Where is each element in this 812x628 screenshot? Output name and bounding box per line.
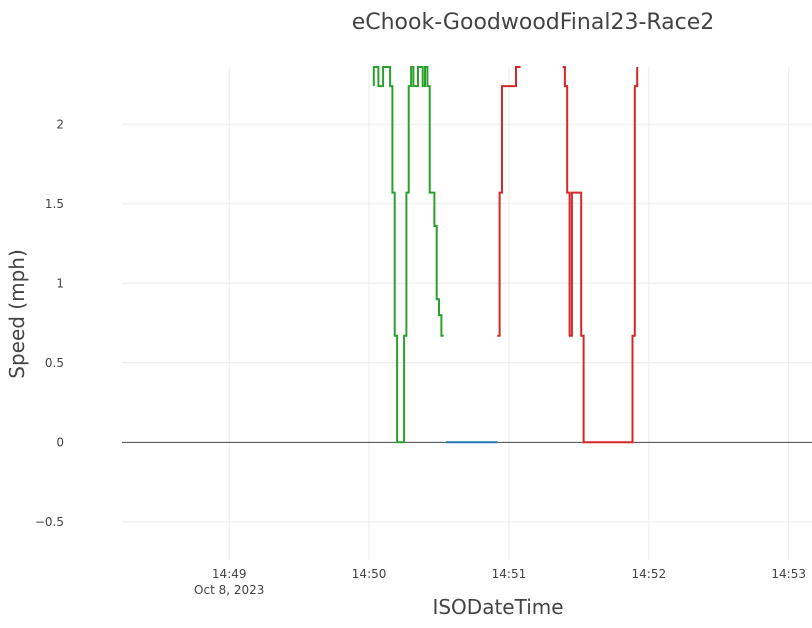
x-tick-label: 14:53 — [771, 567, 806, 581]
x-gridlines — [228, 67, 790, 560]
y-tick-label: 1.5 — [45, 197, 64, 211]
series-layer — [372, 66, 639, 444]
y-tick-label: 2 — [56, 117, 64, 131]
y-tick-label: 0 — [56, 435, 64, 449]
chart-title: eChook-GoodwoodFinal23-Race2 — [352, 10, 715, 35]
x-tick-label: 14:52 — [632, 567, 667, 581]
x-tick-label: 14:50 — [352, 567, 387, 581]
y-tick-label: 1 — [56, 276, 64, 290]
y-gridlines — [122, 123, 812, 523]
x-axis-label: ISODateTime — [432, 595, 563, 619]
y-tick-label: −0.5 — [35, 515, 64, 529]
y-tick-labels: −0.5 0 0.5 1 1.5 2 — [35, 117, 64, 529]
series-line-3 — [497, 66, 521, 337]
x-tick-sublabel: Oct 8, 2023 — [194, 583, 264, 597]
x-tick-label: 14:49 — [212, 567, 247, 581]
x-tick-labels: 14:49 Oct 8, 2023 14:50 14:51 14:52 14:53 — [194, 567, 806, 597]
x-tick-label: 14:51 — [492, 567, 527, 581]
y-tick-label: 0.5 — [45, 356, 64, 370]
series-line-1 — [372, 66, 444, 444]
y-axis-label: Speed (mph) — [5, 249, 29, 379]
series-line-4 — [562, 66, 639, 444]
